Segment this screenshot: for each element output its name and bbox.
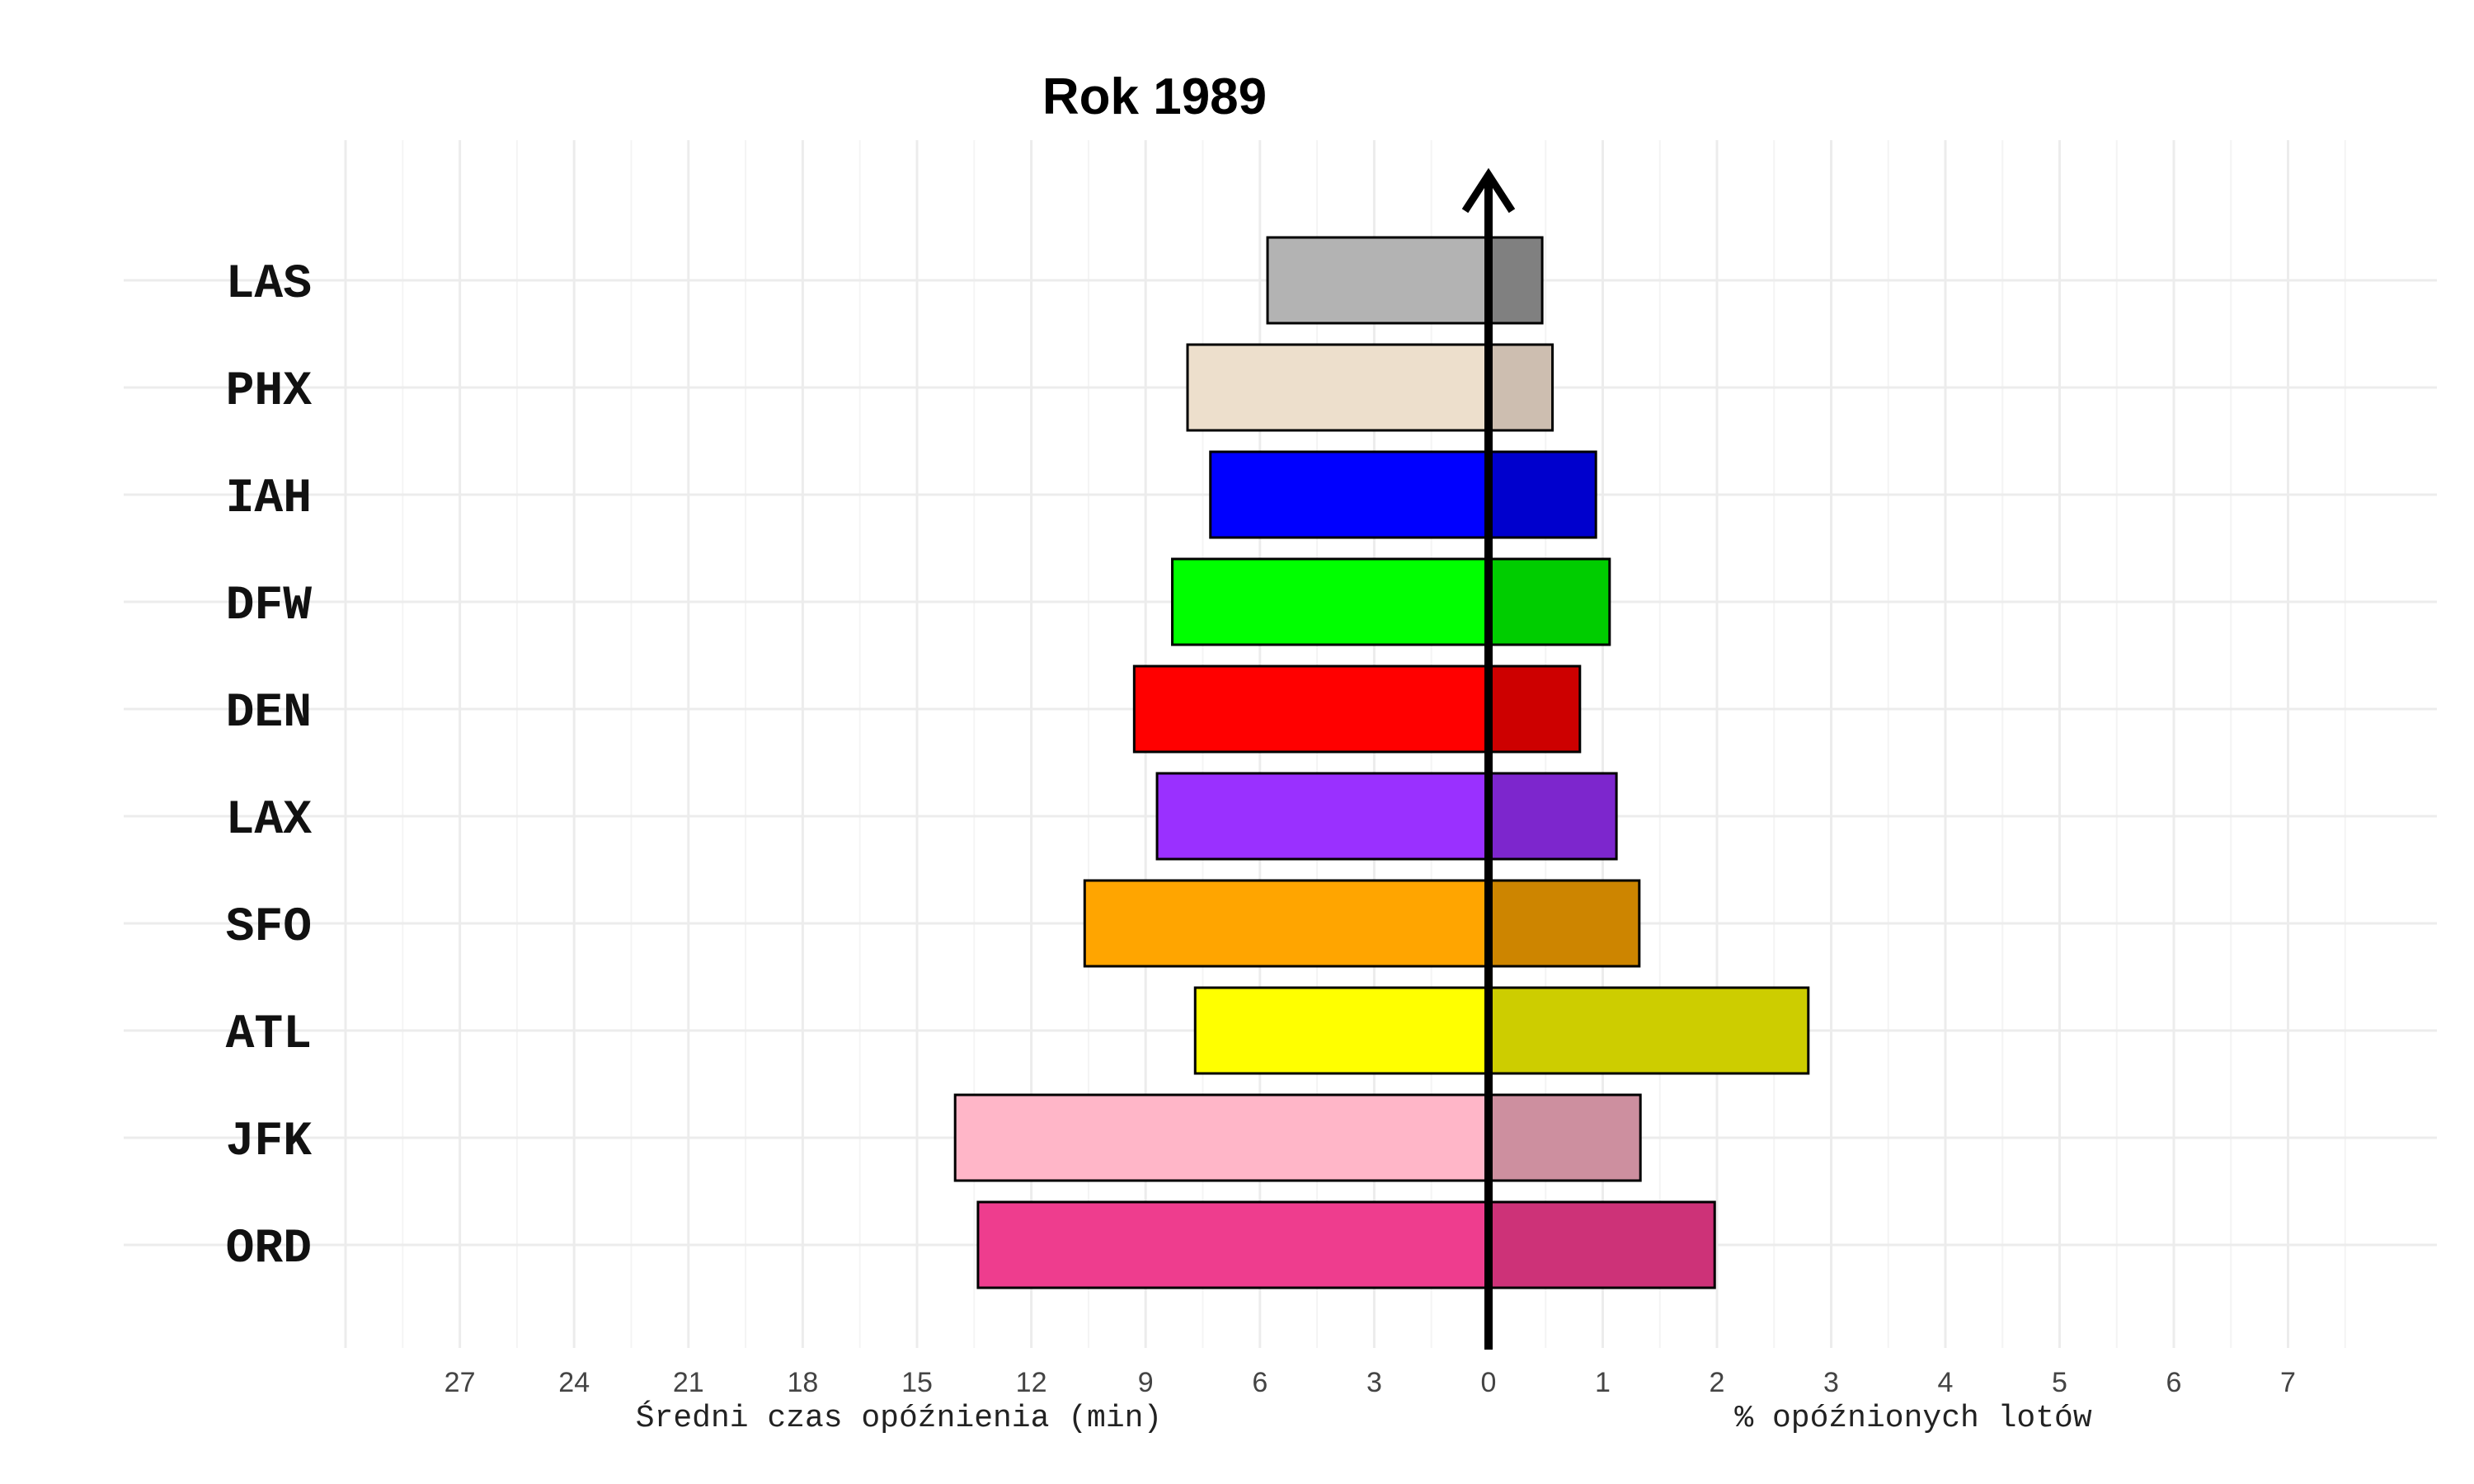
tick-label-right: 7	[2280, 1367, 2296, 1398]
category-label-iah: IAH	[226, 472, 312, 526]
category-label-phx: PHX	[226, 365, 313, 419]
bar-percent-las	[1487, 236, 1544, 325]
bar-delay-dfw	[1171, 557, 1490, 646]
category-label-atl: ATL	[226, 1008, 312, 1062]
bar-delay-iah	[1209, 450, 1490, 539]
tick-label-left: 21	[673, 1367, 704, 1398]
category-label-den: DEN	[226, 687, 312, 740]
tick-label-right: 6	[2166, 1367, 2182, 1398]
bar-delay-jfk	[953, 1093, 1490, 1182]
category-label-lax: LAX	[226, 794, 313, 848]
center-axis	[1461, 167, 1516, 1350]
bar-delay-atl	[1193, 986, 1490, 1075]
bar-delay-phx	[1186, 343, 1490, 432]
tick-label-left: 24	[558, 1367, 590, 1398]
bar-delay-ord	[976, 1200, 1490, 1289]
category-label-jfk: JFK	[226, 1115, 313, 1169]
tick-labels: 27 24 21 18 15 12 9 6 3 0 1 2 3 4 5 6 7	[444, 1367, 2296, 1398]
bar-percent-ord	[1487, 1200, 1716, 1289]
bar-percent-lax	[1487, 772, 1618, 861]
bar-percent-phx	[1487, 343, 1554, 432]
bar-percent-dfw	[1487, 557, 1611, 646]
tick-label-left: 18	[787, 1367, 818, 1398]
chart-title: Rok 1989	[1042, 68, 1267, 125]
tick-label-left: 6	[1252, 1367, 1268, 1398]
left-axis-label: Średni czas opóźnienia (min)	[636, 1399, 1163, 1436]
category-label-las: LAS	[226, 258, 312, 312]
bar-delay-las	[1266, 236, 1490, 325]
right-axis-label: % opóźnionych lotów	[1734, 1401, 2091, 1436]
bar-delay-sfo	[1083, 879, 1490, 968]
tick-label-left: 9	[1138, 1367, 1154, 1398]
bar-delay-den	[1132, 665, 1490, 754]
bars	[953, 236, 1810, 1289]
tick-label-left: 0	[1481, 1367, 1497, 1398]
tick-label-right: 5	[2052, 1367, 2067, 1398]
axis-arrowhead	[1461, 167, 1516, 214]
tick-label-left: 3	[1366, 1367, 1382, 1398]
tick-label-left: 27	[444, 1367, 476, 1398]
bar-delay-lax	[1155, 772, 1490, 861]
bar-percent-den	[1487, 665, 1582, 754]
grid-lines	[124, 140, 2437, 1348]
tick-label-right: 3	[1823, 1367, 1839, 1398]
category-label-sfo: SFO	[226, 901, 312, 955]
bar-percent-sfo	[1487, 879, 1641, 968]
bar-percent-atl	[1487, 986, 1810, 1075]
tick-label-left: 12	[1016, 1367, 1047, 1398]
category-label-dfw: DFW	[226, 580, 313, 633]
category-labels: LAS PHX IAH DFW DEN LAX SFO ATL JFK ORD	[226, 258, 313, 1276]
tick-label-right: 4	[1938, 1367, 1954, 1398]
tick-label-right: 2	[1710, 1367, 1725, 1398]
bar-percent-jfk	[1487, 1093, 1642, 1182]
tick-label-left: 15	[901, 1367, 933, 1398]
tick-label-right: 1	[1595, 1367, 1611, 1398]
bar-percent-iah	[1487, 450, 1597, 539]
category-label-ord: ORD	[226, 1223, 312, 1276]
